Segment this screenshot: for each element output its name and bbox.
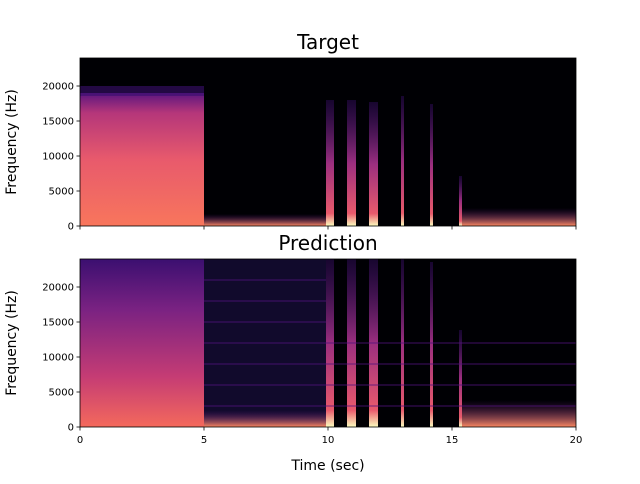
x-tick-label: 20: [570, 435, 583, 446]
y-tick-label: 15000: [42, 117, 74, 128]
y-tick-label: 10000: [42, 353, 74, 364]
x-tick-label: 0: [77, 435, 83, 446]
y-tick-label: 5000: [49, 388, 74, 399]
y-axis-label: Frequency (Hz): [4, 89, 20, 195]
x-tick-label: 5: [201, 435, 207, 446]
x-tick-label: 15: [446, 435, 459, 446]
x-tick-label: 10: [322, 435, 335, 446]
chart-title: Prediction: [278, 231, 377, 255]
y-tick-label: 20000: [42, 283, 74, 294]
x-axis-label: Time (sec): [290, 458, 364, 474]
y-axis-label: Frequency (Hz): [4, 290, 20, 396]
spectrogram-image: [80, 58, 576, 427]
y-tick-label: 0: [68, 423, 74, 434]
y-tick-label: 5000: [49, 187, 74, 198]
chart-title: Target: [296, 30, 359, 54]
y-tick-label: 10000: [42, 152, 74, 163]
y-tick-label: 0: [68, 222, 74, 233]
y-tick-label: 20000: [42, 82, 74, 93]
y-tick-label: 15000: [42, 318, 74, 329]
